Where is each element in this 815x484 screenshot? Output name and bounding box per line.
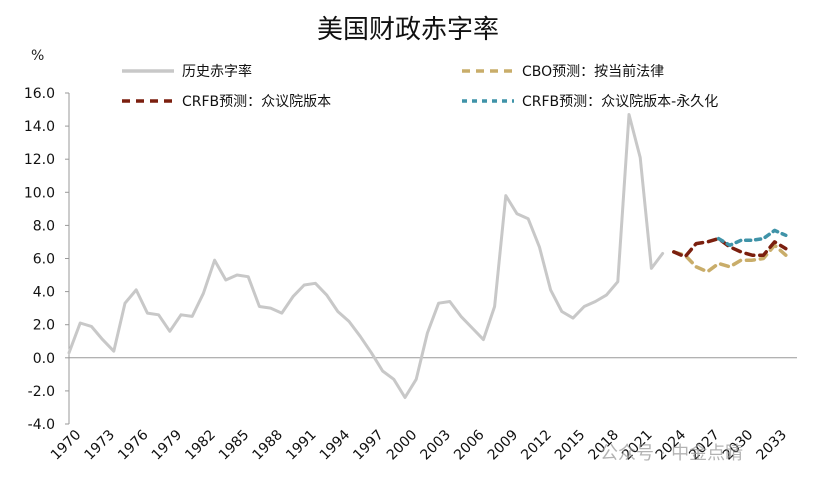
- series-line-3: [672, 236, 788, 259]
- legend-label-4: CRFB预测：众议院版本-永久化: [522, 94, 718, 110]
- series-lines: [67, 113, 788, 399]
- x-tick-label: 2000: [384, 427, 421, 464]
- series-line-1: [67, 113, 665, 399]
- x-tick-label: 1997: [350, 427, 387, 464]
- x-tick-label: 2009: [485, 427, 522, 464]
- x-tick-label: 1985: [216, 427, 253, 464]
- y-tick-label: 6.0: [33, 252, 55, 268]
- y-tick-label: 8.0: [33, 218, 55, 234]
- x-tick-label: 1979: [149, 427, 186, 464]
- x-tick-label: 2003: [418, 427, 455, 464]
- x-tick-label: 2015: [552, 427, 589, 464]
- legend-label-2: CBO预测：按当前法律: [522, 63, 664, 80]
- x-tick-label: 1988: [250, 427, 287, 464]
- x-tick-label: 1982: [182, 427, 219, 464]
- chart-title: 美国财政赤字率: [317, 15, 499, 45]
- y-tick-labels: 16.0 14.0 12.0 10.0 8.0 6.0 4.0 2.0 0.0 -2.0 -4.0: [24, 86, 69, 433]
- x-tick-label: 2033: [754, 427, 791, 464]
- x-tick-label: 1973: [82, 427, 119, 464]
- x-tick-label: 2006: [451, 427, 488, 464]
- y-tick-label: 12.0: [24, 152, 55, 168]
- y-tick-label: -4.0: [28, 417, 55, 433]
- series-line-2: [672, 243, 788, 274]
- x-tick-label: 1991: [283, 427, 320, 464]
- y-tick-label: 2.0: [33, 318, 55, 334]
- x-tick-label: 1994: [317, 427, 354, 464]
- y-tick-label: 10.0: [24, 185, 55, 201]
- x-tick-label: 2012: [518, 427, 555, 464]
- legend-label-1: 历史赤字率: [182, 63, 252, 80]
- y-tick-label: 14.0: [24, 119, 55, 135]
- y-tick-label: 16.0: [24, 86, 55, 102]
- watermark-text: 公众号 · 中金点睛: [600, 443, 743, 464]
- y-tick-label: 0.0: [33, 351, 55, 367]
- series-line-4: [716, 228, 788, 248]
- y-tick-label: 4.0: [33, 285, 55, 301]
- legend: 历史赤字率 CBO预测：按当前法律 CRFB预测：众议院版本 CRFB预测：众议院版本…: [122, 63, 718, 110]
- legend-label-3: CRFB预测：众议院版本: [182, 94, 331, 110]
- y-axis-unit: %: [31, 48, 44, 64]
- y-tick-label: -2.0: [28, 384, 55, 400]
- x-tick-label: 1976: [115, 427, 152, 464]
